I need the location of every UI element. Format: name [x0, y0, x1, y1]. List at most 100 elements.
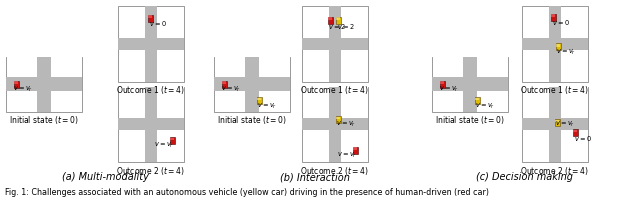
Text: $v = v_r$: $v = v_r$ [475, 101, 495, 111]
Bar [214, 77, 290, 91]
Bar [522, 38, 588, 50]
Bar [51, 57, 81, 77]
Bar [221, 81, 227, 87]
Bar [335, 116, 340, 123]
Text: $v = v_r$: $v = v_r$ [257, 101, 277, 111]
Bar [522, 118, 588, 130]
Text: Outcome 2 $(t = 4)$: Outcome 2 $(t = 4)$ [116, 165, 186, 177]
Bar [522, 6, 588, 81]
Text: $v = v_r$: $v = v_r$ [336, 120, 356, 129]
Text: $v = v_r$: $v = v_r$ [221, 85, 241, 94]
Bar [522, 50, 549, 81]
Bar [147, 15, 152, 21]
Bar [341, 50, 367, 81]
Bar [148, 15, 152, 18]
Bar [556, 120, 559, 122]
Bar [522, 87, 549, 118]
Text: Initial state $(t = 0)$: Initial state $(t = 0)$ [435, 115, 505, 126]
Text: Initial state $(t = 0)$: Initial state $(t = 0)$ [9, 115, 79, 126]
Text: $v = 0$: $v = 0$ [552, 18, 570, 27]
Bar [157, 87, 184, 118]
Text: Outcome 2 $(t = 4)$: Outcome 2 $(t = 4)$ [301, 165, 369, 177]
Bar [118, 50, 145, 81]
Bar [222, 81, 226, 84]
Text: $v = v_r$: $v = v_r$ [439, 85, 459, 94]
Bar [474, 97, 479, 104]
Bar [440, 81, 444, 84]
Text: Initial state $(t = 0)$: Initial state $(t = 0)$ [217, 115, 287, 126]
Bar [6, 57, 37, 77]
Text: $v = v_r$: $v = v_r$ [154, 141, 174, 150]
Bar [6, 77, 82, 91]
Bar [328, 17, 332, 20]
Bar [302, 6, 368, 81]
Bar [118, 6, 145, 38]
Bar [245, 57, 259, 112]
Bar [433, 57, 463, 77]
Bar [336, 17, 340, 20]
Bar [170, 137, 175, 144]
Bar [257, 98, 260, 100]
Bar [341, 87, 367, 118]
Bar [561, 130, 588, 162]
Bar [214, 91, 245, 111]
Bar [556, 44, 560, 46]
Bar [353, 146, 358, 154]
Text: Fig. 1: Challenges associated with an autonomous vehicle (yellow car) driving in: Fig. 1: Challenges associated with an au… [5, 188, 489, 197]
Text: (b) Interaction: (b) Interaction [280, 172, 350, 182]
Bar [259, 91, 289, 111]
Bar [432, 77, 508, 91]
Bar [157, 50, 184, 81]
Text: $v = 0$: $v = 0$ [574, 134, 592, 143]
Bar [554, 119, 559, 126]
Bar [145, 86, 157, 162]
Text: $v = 0$: $v = 0$ [149, 19, 167, 28]
Text: $v = v_r$: $v = v_r$ [556, 48, 576, 57]
Text: (a) Multi-modality: (a) Multi-modality [61, 172, 148, 182]
Bar [118, 86, 184, 162]
Text: $v = v_r$: $v = v_r$ [555, 120, 575, 129]
Bar [257, 97, 262, 104]
Bar [6, 57, 82, 112]
Bar [303, 50, 329, 81]
Bar [329, 86, 341, 162]
Bar [157, 6, 184, 38]
Bar [51, 91, 81, 111]
Bar [303, 6, 329, 38]
Bar [522, 86, 588, 162]
Bar [328, 17, 333, 23]
Bar [6, 91, 37, 111]
Bar [302, 86, 368, 162]
Bar [336, 117, 340, 119]
Bar [214, 57, 290, 112]
Bar [522, 130, 549, 162]
Bar [551, 14, 555, 17]
Bar [145, 6, 157, 81]
Bar [433, 91, 463, 111]
Bar [549, 6, 561, 81]
Bar [214, 57, 245, 77]
Bar [522, 6, 549, 38]
Bar [170, 138, 173, 140]
Bar [432, 57, 508, 112]
Bar [118, 87, 145, 118]
Bar [476, 98, 479, 100]
Bar [353, 147, 356, 150]
Bar [118, 118, 184, 130]
Bar [302, 118, 368, 130]
Bar [118, 38, 184, 50]
Bar [561, 87, 588, 118]
Bar [118, 6, 184, 81]
Text: Outcome 2 $(t = 4)$: Outcome 2 $(t = 4)$ [520, 165, 589, 177]
Text: (c) Decision making: (c) Decision making [477, 172, 573, 182]
Bar [14, 81, 18, 84]
Text: $v = 2$: $v = 2$ [337, 22, 355, 31]
Text: Outcome 1 $(t = 4)$: Outcome 1 $(t = 4)$ [520, 84, 589, 97]
Bar [549, 86, 561, 162]
Bar [561, 6, 588, 38]
Bar [341, 6, 367, 38]
Text: Outcome 1 $(t = 4)$: Outcome 1 $(t = 4)$ [301, 84, 369, 97]
Bar [341, 130, 367, 162]
Bar [37, 57, 51, 112]
Bar [477, 57, 508, 77]
